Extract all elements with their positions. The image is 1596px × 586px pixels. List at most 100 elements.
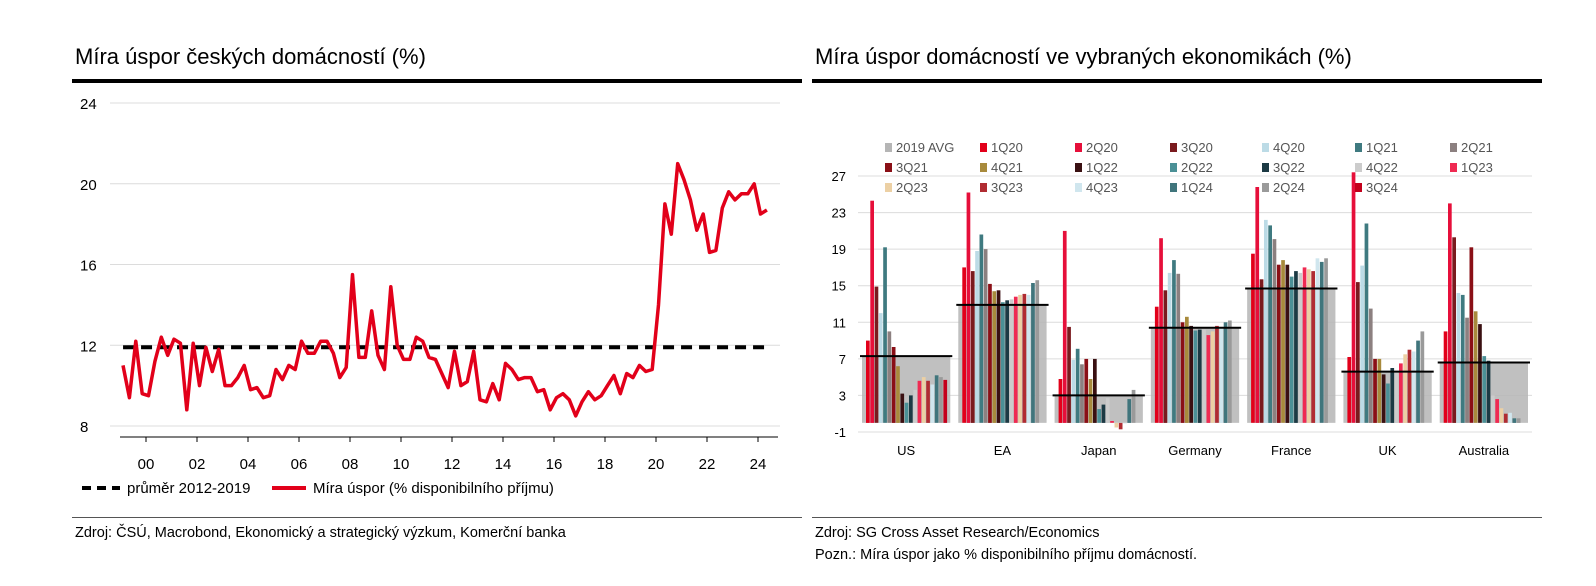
legend-swatch: [1262, 143, 1269, 152]
left-x-tick-label: 22: [699, 456, 716, 473]
legend-label: 2Q20: [1086, 140, 1118, 155]
category-label: EA: [994, 443, 1012, 458]
bar-1Q22: [1285, 264, 1290, 423]
legend-label: 1Q20: [991, 140, 1023, 155]
bar-4Q21: [896, 366, 900, 423]
bar-4Q23: [1508, 412, 1512, 423]
bar-1Q22: [996, 290, 1001, 423]
right-y-tick-label: 23: [832, 206, 846, 221]
legend-label: 1Q24: [1181, 180, 1213, 195]
bar-2Q20: [1255, 187, 1260, 423]
legend-swatch: [1262, 183, 1269, 192]
left-y-tick-label: 16: [80, 258, 97, 275]
bar-4Q22: [1394, 372, 1399, 423]
right-source-text: Zdroj: SG Cross Asset Research/Economics: [815, 525, 1100, 541]
bar-2Q24: [1228, 320, 1232, 423]
legend-label: 2Q22: [1181, 160, 1213, 175]
left-x-tick-label: 12: [444, 456, 461, 473]
legend-swatch: [885, 163, 892, 172]
category-label: Germany: [1168, 443, 1222, 458]
legend-swatch: [1170, 183, 1177, 192]
legend-swatch: [1075, 183, 1082, 192]
right-chart-title: Míra úspor domácností ve vybraných ekono…: [815, 44, 1352, 69]
bar-1Q21: [979, 234, 984, 423]
legend-label: 3Q22: [1273, 160, 1305, 175]
bar-4Q21: [1377, 358, 1382, 423]
bar-2Q22: [1386, 383, 1390, 423]
left-x-tick-label: 24: [750, 456, 767, 473]
legend-swatch: [980, 143, 987, 152]
bar-3Q23: [1022, 293, 1027, 423]
bar-2Q24: [1324, 258, 1328, 423]
legend-swatch: [980, 183, 987, 192]
bar-2Q22: [1001, 302, 1005, 423]
legend-average-label: průměr 2012-2019: [127, 480, 250, 497]
bar-2Q20: [1159, 238, 1163, 423]
left-x-tick-label: 18: [597, 456, 614, 473]
bar-4Q22: [1202, 329, 1206, 423]
bar-3Q22: [1101, 404, 1106, 423]
bar-4Q20: [975, 251, 979, 423]
bar-1Q24: [1031, 283, 1035, 423]
right-y-tick-label: 19: [832, 242, 846, 257]
bar-4Q22: [1105, 398, 1110, 423]
bar-1Q22: [1189, 325, 1193, 423]
bar-3Q23: [1311, 271, 1315, 423]
legend-swatch: [1262, 163, 1269, 172]
bar-4Q22: [1491, 395, 1495, 423]
bar-1Q20: [1443, 331, 1448, 423]
bar-3Q21: [1276, 264, 1281, 423]
left-x-tick-label: 08: [342, 456, 359, 473]
category-label: US: [897, 443, 915, 458]
bar-3Q22: [1294, 271, 1298, 423]
bar-1Q21: [1364, 223, 1369, 423]
bar-1Q24: [1512, 418, 1517, 423]
bar-2Q23: [1210, 331, 1215, 423]
category-label: Japan: [1081, 443, 1116, 458]
bar-4Q22: [1009, 299, 1014, 423]
right-y-tick-label: 27: [832, 169, 846, 184]
legend-label: 3Q21: [896, 160, 928, 175]
bar-1Q21: [883, 247, 887, 423]
category-label: France: [1271, 443, 1311, 458]
bar-2Q22: [1289, 276, 1294, 423]
left-x-tick-label: 06: [291, 456, 308, 473]
legend-label: 4Q21: [991, 160, 1023, 175]
bar-3Q21: [1469, 247, 1474, 423]
bar-2Q24: [1516, 418, 1521, 423]
bar-4Q23: [930, 384, 935, 423]
bar-4Q21: [992, 291, 997, 423]
bar-1Q23: [917, 380, 922, 423]
bar-3Q22: [1197, 329, 1202, 423]
category-label: UK: [1379, 443, 1397, 458]
legend-label: 3Q20: [1181, 140, 1213, 155]
legend-swatch: [1170, 143, 1177, 152]
bar-1Q22: [1478, 324, 1482, 423]
right-y-tick-label: 15: [832, 279, 846, 294]
bar-3Q22: [1390, 368, 1395, 423]
legend-label: 4Q22: [1366, 160, 1398, 175]
legend-swatch: [885, 143, 892, 152]
bar-4Q20: [1456, 293, 1461, 423]
bar-3Q23: [1215, 325, 1219, 423]
left-y-tick-label: 8: [80, 419, 88, 436]
bar-4Q22: [1298, 272, 1303, 423]
bar-1Q23: [1013, 296, 1018, 423]
bar-3Q20: [1259, 279, 1264, 423]
bar-3Q24: [943, 379, 948, 423]
legend-swatch: [885, 183, 892, 192]
bar-1Q21: [1172, 260, 1176, 423]
legend-label: 4Q23: [1086, 180, 1118, 195]
bar-1Q20: [1251, 253, 1255, 423]
left-chart-title: Míra úspor českých domácností (%): [75, 44, 426, 69]
right-y-tick-label: 3: [839, 388, 846, 403]
bar-2Q22: [1193, 330, 1198, 423]
bar-2Q23: [921, 377, 926, 423]
bar-4Q23: [1219, 326, 1224, 423]
bar-2Q21: [1368, 308, 1373, 423]
bar-4Q21: [1473, 311, 1478, 423]
bar-3Q21: [1084, 358, 1089, 423]
bar-1Q22: [1381, 374, 1386, 423]
bar-4Q23: [1123, 422, 1127, 424]
left-y-tick-label: 24: [80, 96, 97, 113]
